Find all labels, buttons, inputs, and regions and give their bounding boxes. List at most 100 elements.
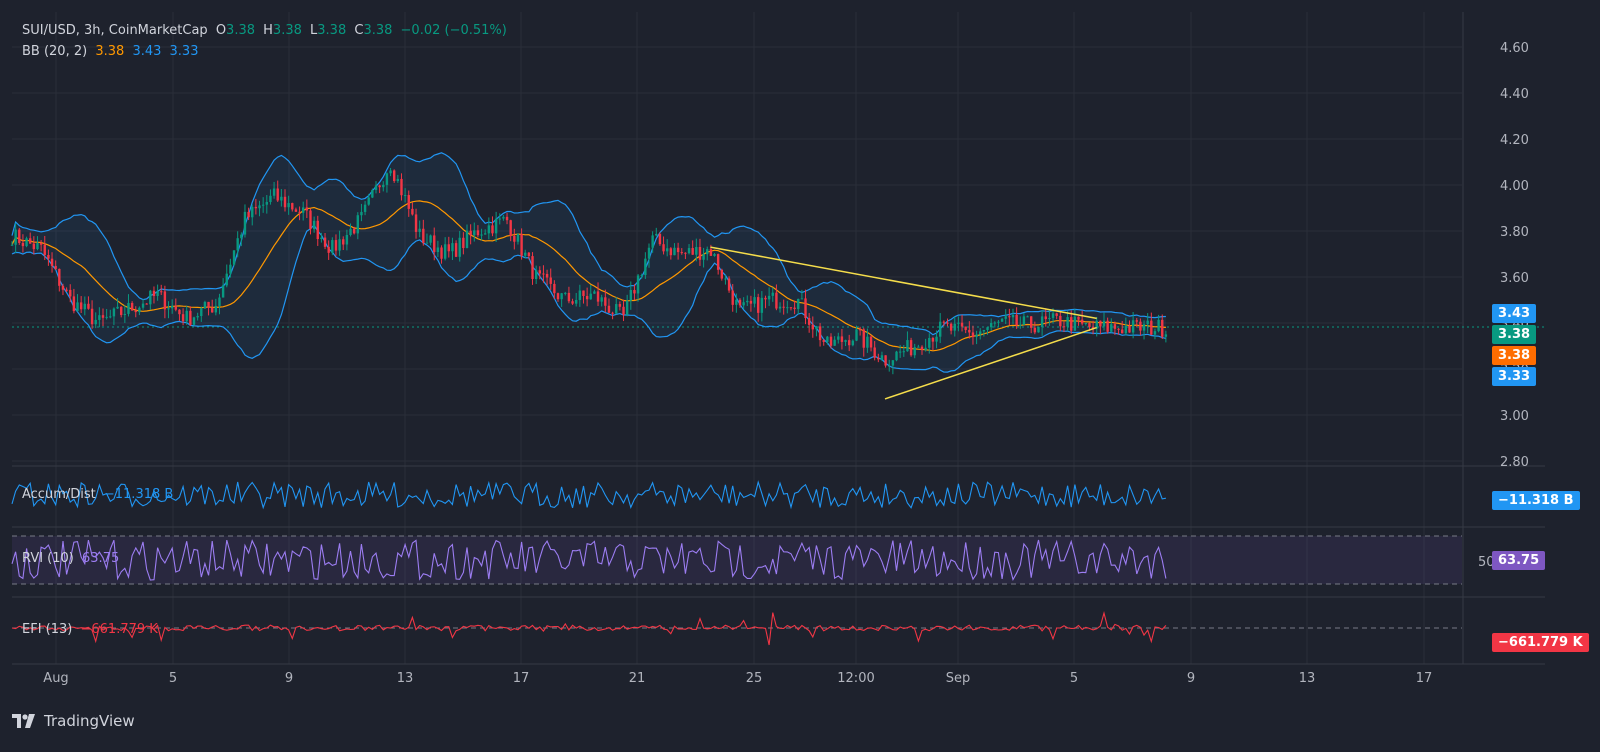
candle-body: [480, 234, 483, 236]
candle-body: [542, 273, 545, 275]
legend-bb[interactable]: BB (20, 2) 3.38 3.43 3.33: [22, 44, 202, 59]
trendlines[interactable]: [710, 246, 1097, 400]
candle-body: [1164, 334, 1168, 337]
change-value: −0.02 (−0.51%): [400, 23, 507, 38]
symbol-label[interactable]: SUI/USD, 3h, CoinMarketCap: [22, 23, 208, 38]
candle-body: [625, 300, 629, 315]
candle-body: [360, 211, 363, 216]
candle-body: [858, 329, 862, 331]
price-tick-label: 3.00: [1500, 409, 1529, 424]
candle-body: [425, 242, 429, 244]
time-tick-label: 13: [1299, 671, 1316, 686]
candle-body: [473, 230, 476, 236]
candle-body: [531, 256, 534, 280]
candle-body: [877, 357, 880, 360]
candle-body: [840, 336, 844, 342]
candle-body: [724, 278, 727, 280]
candle-body: [615, 304, 618, 314]
candle-body: [396, 178, 400, 182]
candle-body: [382, 184, 385, 188]
legend-main[interactable]: SUI/USD, 3h, CoinMarketCap O3.38 H3.38 L…: [22, 23, 511, 38]
candle-body: [69, 289, 72, 297]
candle-body: [556, 293, 560, 300]
brand-name: TradingView: [44, 712, 135, 730]
candle-body: [185, 310, 188, 322]
candle-body: [709, 249, 713, 256]
candle-body: [214, 305, 218, 313]
candle-body: [283, 196, 287, 208]
candle-body: [1102, 320, 1106, 327]
ad-value: −11.318 B: [103, 487, 174, 502]
candle-body: [334, 240, 338, 251]
candle-body: [502, 216, 505, 219]
candle-body: [371, 189, 374, 198]
candle-body: [465, 230, 469, 248]
candle-body: [447, 244, 450, 252]
bb-label[interactable]: BB (20, 2): [22, 44, 88, 59]
close-value: 3.38: [363, 23, 393, 38]
candle-body: [527, 252, 531, 257]
candle-body: [25, 238, 28, 247]
candle-body: [560, 293, 563, 300]
candle-body: [975, 334, 978, 338]
candle-body: [1099, 320, 1102, 327]
candle-body: [971, 332, 975, 338]
candle-body: [243, 211, 247, 235]
candle-body: [476, 230, 480, 236]
candle-body: [494, 218, 498, 234]
candle-body: [618, 304, 622, 307]
price-tick-label: 4.40: [1500, 87, 1529, 102]
candle-body: [451, 243, 454, 252]
rvi-line: [11, 539, 1167, 581]
candle-body: [1117, 328, 1120, 330]
candle-body: [589, 293, 592, 300]
candle-body: [844, 340, 847, 342]
candle-body: [87, 303, 90, 309]
candle-body: [160, 291, 163, 293]
time-axis[interactable]: Aug 5 9 13 17 21 25 12:00 Sep 5 9 13 17: [43, 671, 1432, 686]
candle-body: [462, 237, 465, 248]
candle-body: [928, 337, 931, 348]
candle-body: [170, 305, 174, 309]
candle-body: [986, 327, 989, 331]
ad-value-tag: −11.318 B: [1492, 491, 1580, 510]
ad-label[interactable]: Accum/Dist: [22, 487, 96, 502]
candle-body: [47, 254, 50, 259]
legend-rvi[interactable]: RVI (10) 63.75: [22, 551, 123, 566]
candle-body: [702, 254, 705, 260]
candle-body: [484, 233, 487, 235]
candle-body: [767, 295, 771, 300]
candle-body: [585, 295, 589, 300]
legend-efi[interactable]: EFI (13) −661.779 K: [22, 622, 162, 637]
candle-body: [1161, 319, 1164, 337]
tradingview-icon: [12, 714, 35, 728]
rvi-value: 63.75: [82, 551, 120, 566]
candle-body: [957, 322, 960, 324]
candle-body: [676, 247, 680, 253]
candle-body: [1080, 319, 1084, 324]
candle-body: [116, 306, 119, 309]
candle-body: [804, 298, 807, 319]
candle-body: [189, 310, 192, 325]
candle-body: [939, 321, 942, 337]
candle-body: [487, 225, 491, 234]
candle-body: [221, 285, 225, 298]
efi-label[interactable]: EFI (13): [22, 622, 73, 637]
rvi-label[interactable]: RVI (10): [22, 551, 74, 566]
candle-body: [50, 258, 54, 266]
tradingview-logo[interactable]: TradingView: [12, 712, 135, 730]
legend-ad[interactable]: Accum/Dist −11.318 B: [22, 487, 177, 502]
candle-body: [1033, 327, 1037, 333]
candle-body: [691, 248, 694, 255]
candle-body: [149, 290, 152, 305]
candle-body: [607, 305, 611, 313]
candle-body: [582, 290, 585, 296]
candle-body: [716, 254, 720, 270]
candle-body: [604, 297, 607, 306]
candle-body: [207, 301, 210, 308]
candle-body: [98, 315, 101, 320]
candle-body: [393, 170, 396, 182]
candle-body: [757, 297, 760, 313]
